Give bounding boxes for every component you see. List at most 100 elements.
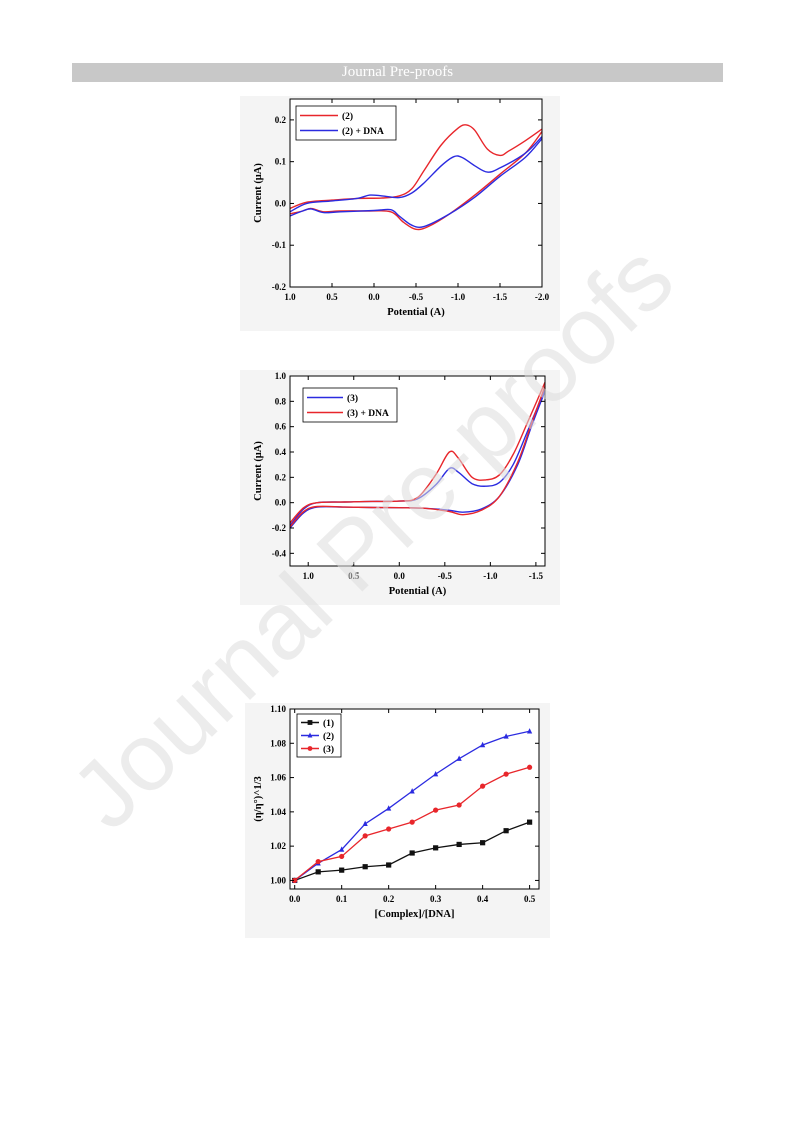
- data-point-5: [409, 850, 415, 856]
- data-point-5: [409, 819, 415, 825]
- x-axis-label: Potential (A): [389, 586, 447, 597]
- data-point-9: [503, 771, 509, 777]
- data-point-6: [433, 770, 439, 777]
- x-tick-label: -1.5: [529, 571, 544, 581]
- legend: (1) (2) (3): [296, 713, 342, 758]
- plot-frame: [289, 375, 546, 567]
- data-point-2: [339, 853, 345, 860]
- y-tick-label: 0.4: [275, 447, 287, 457]
- cv-chart-complex-2: 1.0 0.5 0.0 -0.5 -1.0 -1.5 -2.0 -0.2 -0.1 0.0 0.1 0…: [240, 96, 560, 331]
- x-tick-label: 0.5: [524, 894, 536, 904]
- data-point-4: [386, 805, 392, 811]
- y-tick-label: 0.2: [275, 472, 287, 482]
- y-tick-label: 1.02: [270, 841, 286, 851]
- x-tick-label: 0.5: [348, 571, 360, 581]
- plot-frame: [289, 708, 540, 890]
- data-point-7: [456, 841, 462, 848]
- data-point-2: [339, 867, 345, 873]
- series-line-forward: [289, 382, 546, 524]
- x-tick-label: 0.2: [383, 894, 395, 904]
- data-point-10: [527, 728, 533, 734]
- y-tick-label: -0.2: [272, 523, 287, 533]
- legend-label-1: (3) + DNA: [347, 408, 389, 419]
- y-tick-label: 0.8: [275, 396, 287, 406]
- y-tick-label: -0.4: [272, 548, 287, 558]
- data-point-8: [480, 840, 486, 846]
- legend-marker-2: [307, 746, 313, 751]
- data-point-1: [315, 869, 321, 875]
- series-line-forward: [289, 136, 543, 213]
- data-point-2: [339, 846, 345, 852]
- y-tick-label: -0.1: [272, 240, 287, 250]
- y-tick-label: 1.06: [270, 773, 286, 783]
- series-1: [289, 382, 546, 528]
- series-1: [289, 136, 543, 229]
- legend-box: [302, 387, 398, 423]
- data-point-10: [527, 764, 533, 770]
- x-axis-label: [Complex]/[DNA]: [375, 909, 455, 920]
- legend-label-0: (1): [323, 718, 334, 729]
- data-point-6: [433, 845, 439, 851]
- data-point-1: [315, 858, 321, 865]
- y-axis-label: (η/η°)^1/3: [253, 776, 264, 822]
- data-point-8: [480, 783, 486, 789]
- legend-label-0: (2): [342, 111, 353, 122]
- data-point-0: [292, 877, 298, 884]
- x-tick-label: 0.1: [336, 894, 348, 904]
- data-point-6: [433, 807, 439, 813]
- legend-label-0: (3): [347, 393, 358, 404]
- data-point-8: [480, 741, 486, 748]
- series-2: [292, 764, 533, 884]
- series-line-reverse: [289, 138, 543, 229]
- x-tick-label: -0.5: [438, 571, 453, 581]
- cv-chart-complex-3: 1.0 0.5 0.0 -0.5 -1.0 -1.5 -0.4 -0.2 0.0 0.2 0.4 0.…: [240, 370, 560, 605]
- y-tick-label: -0.2: [272, 282, 287, 292]
- y-axis-label: Current (μA): [253, 163, 264, 223]
- data-point-3: [362, 833, 368, 839]
- data-point-10: [527, 819, 533, 825]
- legend: (3) (3) + DNA: [302, 387, 398, 423]
- y-tick-label: 0.0: [275, 498, 287, 508]
- data-point-9: [503, 733, 509, 739]
- x-tick-label: -2.0: [535, 292, 550, 302]
- x-tick-label: 1.0: [284, 292, 296, 302]
- data-point-7: [456, 755, 462, 761]
- y-tick-label: 1.04: [270, 807, 286, 817]
- y-tick-label: 1.08: [270, 738, 286, 748]
- x-tick-label: 0.5: [326, 292, 338, 302]
- y-tick-label: 0.0: [275, 198, 287, 208]
- legend-marker-1: [307, 732, 313, 738]
- legend-box: [295, 105, 397, 141]
- x-tick-label: 0.4: [477, 894, 489, 904]
- x-tick-label: -1.0: [451, 292, 466, 302]
- y-tick-label: 1.0: [275, 371, 287, 381]
- journal-banner: Journal Pre-proofs: [72, 63, 723, 82]
- x-tick-label: -1.5: [493, 292, 508, 302]
- data-point-4: [386, 862, 392, 868]
- viscosity-chart: 0.0 0.1 0.2 0.3 0.4 0.5 1.00 1.02 1.04 1.06 1.08 1.…: [245, 703, 550, 938]
- y-tick-label: 0.2: [275, 115, 287, 125]
- y-tick-label: 0.6: [275, 422, 287, 432]
- series-line-reverse: [289, 385, 546, 528]
- legend: (2) (2) + DNA: [295, 105, 397, 141]
- data-point-5: [409, 788, 415, 794]
- data-point-4: [386, 826, 392, 832]
- legend-label-1: (2) + DNA: [342, 126, 384, 137]
- x-tick-label: 0.3: [430, 894, 442, 904]
- y-tick-label: 1.10: [270, 704, 286, 714]
- y-tick-label: 1.00: [270, 875, 286, 885]
- x-tick-label: -0.5: [409, 292, 424, 302]
- legend-label-2: (3): [323, 744, 334, 755]
- series-1: [292, 728, 533, 883]
- y-axis-label: Current (μA): [253, 441, 264, 501]
- data-point-3: [362, 820, 368, 827]
- x-tick-label: 0.0: [394, 571, 406, 581]
- x-tick-label: 0.0: [289, 894, 301, 904]
- data-point-7: [456, 802, 462, 808]
- x-tick-label: 0.0: [368, 292, 380, 302]
- legend-marker-0: [307, 720, 313, 725]
- x-tick-label: -1.0: [483, 571, 498, 581]
- data-point-9: [503, 828, 509, 834]
- legend-label-1: (2): [323, 731, 334, 742]
- x-axis-label: Potential (A): [387, 307, 445, 318]
